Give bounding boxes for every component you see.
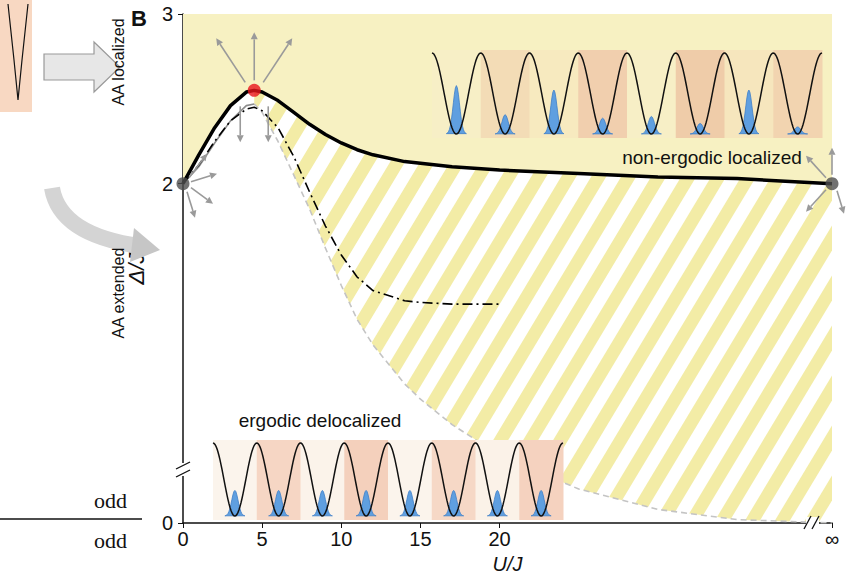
- svg-text:B: B: [131, 6, 147, 31]
- svg-text:10: 10: [330, 528, 352, 550]
- svg-text:AA localized: AA localized: [110, 18, 127, 105]
- svg-text:0: 0: [162, 512, 173, 534]
- svg-text:0: 0: [177, 528, 188, 550]
- svg-text:non-ergodic localized: non-ergodic localized: [622, 147, 802, 168]
- svg-text:U/J: U/J: [493, 553, 524, 575]
- svg-text:3: 3: [162, 3, 173, 25]
- svg-text:20: 20: [488, 528, 510, 550]
- svg-text:5: 5: [257, 528, 268, 550]
- svg-text:Δ/J: Δ/J: [123, 252, 149, 285]
- svg-text:15: 15: [409, 528, 431, 550]
- svg-text:AA extended: AA extended: [110, 248, 127, 339]
- svg-text:2: 2: [162, 173, 173, 195]
- svg-text:∞: ∞: [825, 528, 839, 550]
- svg-text:odd: odd: [94, 528, 127, 553]
- svg-text:odd: odd: [94, 488, 127, 513]
- svg-text:ergodic delocalized: ergodic delocalized: [239, 410, 402, 431]
